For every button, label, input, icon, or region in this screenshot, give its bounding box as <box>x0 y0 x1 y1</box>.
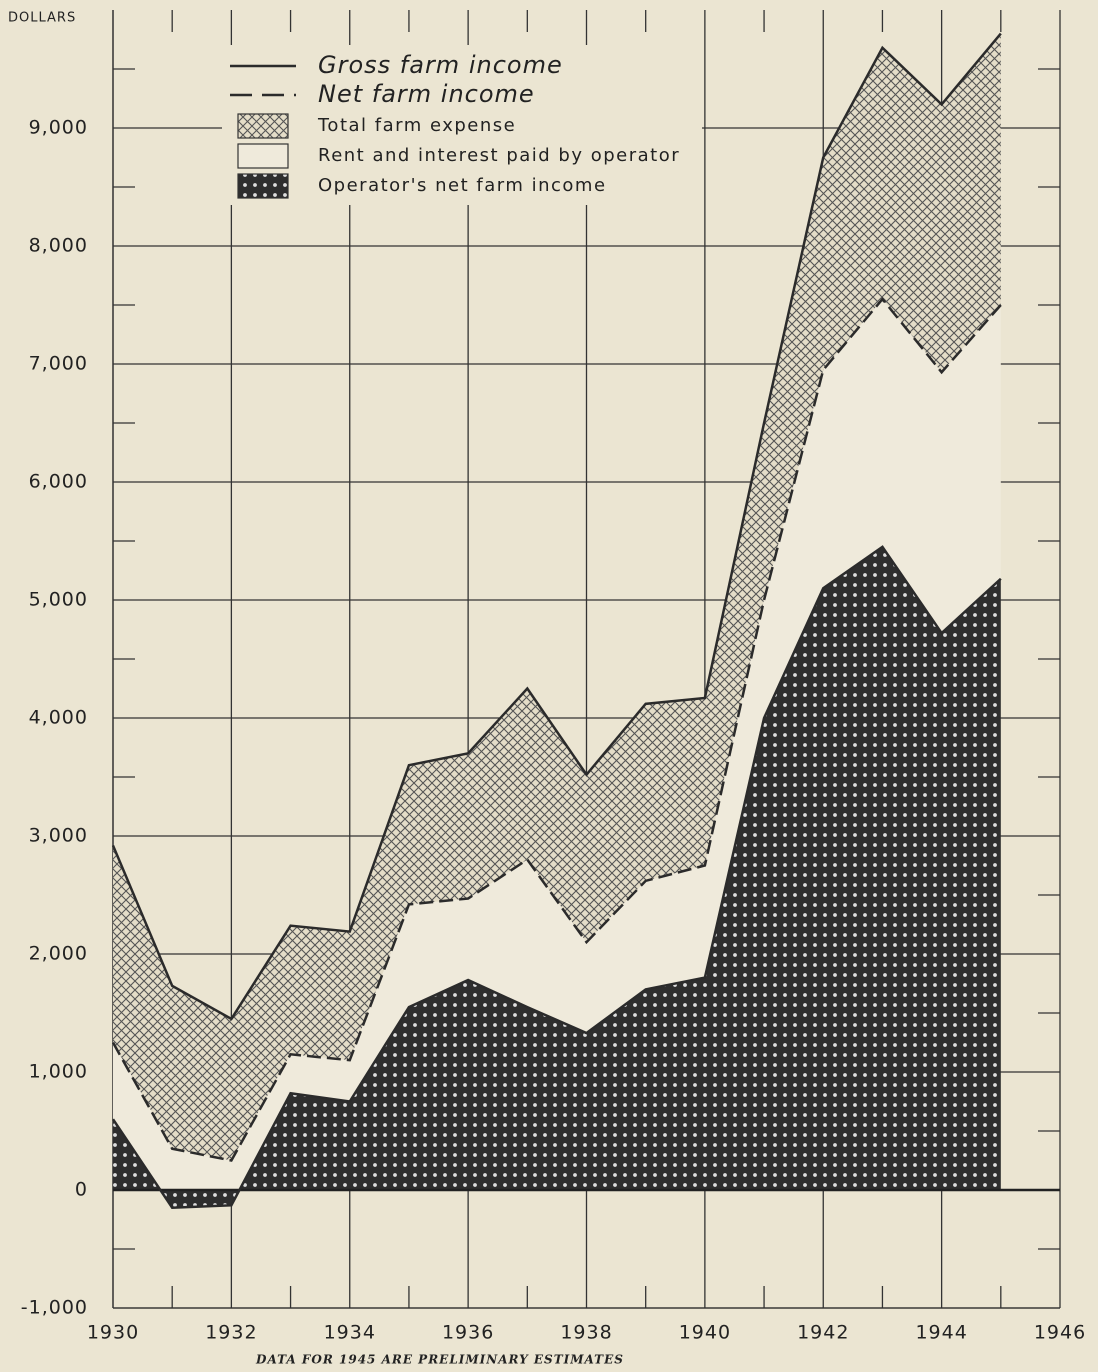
series-line <box>111 297 1002 1162</box>
series-line <box>111 545 1002 1209</box>
y-tick-label: 2,000 <box>29 943 88 965</box>
legend-label: Rent and interest paid by operator <box>318 145 680 166</box>
y-tick-label: 0 <box>75 1179 88 1201</box>
legend-background <box>222 45 702 205</box>
legend-label: Net farm income <box>318 80 535 108</box>
legend-label: Gross farm income <box>318 51 563 79</box>
y-tick-label: 6,000 <box>29 471 88 493</box>
y-tick-label: 4,000 <box>29 707 88 729</box>
expense-area <box>113 33 1001 1161</box>
y-axis-label: DOLLARS <box>8 11 76 26</box>
y-tick-label: 5,000 <box>29 589 88 611</box>
y-tick-label: 7,000 <box>29 353 88 375</box>
x-tick-label: 1946 <box>1034 1322 1086 1344</box>
legend-label: Operator's net farm income <box>318 175 607 196</box>
x-tick-label: 1932 <box>205 1322 257 1344</box>
legend-swatch <box>237 113 289 139</box>
x-tick-label: 1942 <box>797 1322 849 1344</box>
legend-swatch <box>237 173 289 199</box>
series-line <box>111 32 1002 1021</box>
x-tick-label: 1930 <box>87 1322 139 1344</box>
x-tick-label: 1934 <box>324 1322 376 1344</box>
legend-label: Total farm expense <box>317 115 516 136</box>
footnote: DATA FOR 1945 ARE PRELIMINARY ESTIMATES <box>255 1353 624 1367</box>
operator-net-area <box>113 546 1001 1208</box>
y-tick-label: 9,000 <box>29 117 88 139</box>
y-tick-label: 8,000 <box>29 235 88 257</box>
y-tick-label: 3,000 <box>29 825 88 847</box>
legend-swatch <box>237 143 289 169</box>
x-tick-label: 1944 <box>915 1322 967 1344</box>
x-tick-label: 1938 <box>560 1322 612 1344</box>
y-tick-label: -1,000 <box>21 1297 88 1319</box>
y-tick-label: 1,000 <box>29 1061 88 1083</box>
x-tick-label: 1940 <box>679 1322 731 1344</box>
rent-interest-area <box>113 299 1001 1208</box>
x-tick-label: 1936 <box>442 1322 494 1344</box>
